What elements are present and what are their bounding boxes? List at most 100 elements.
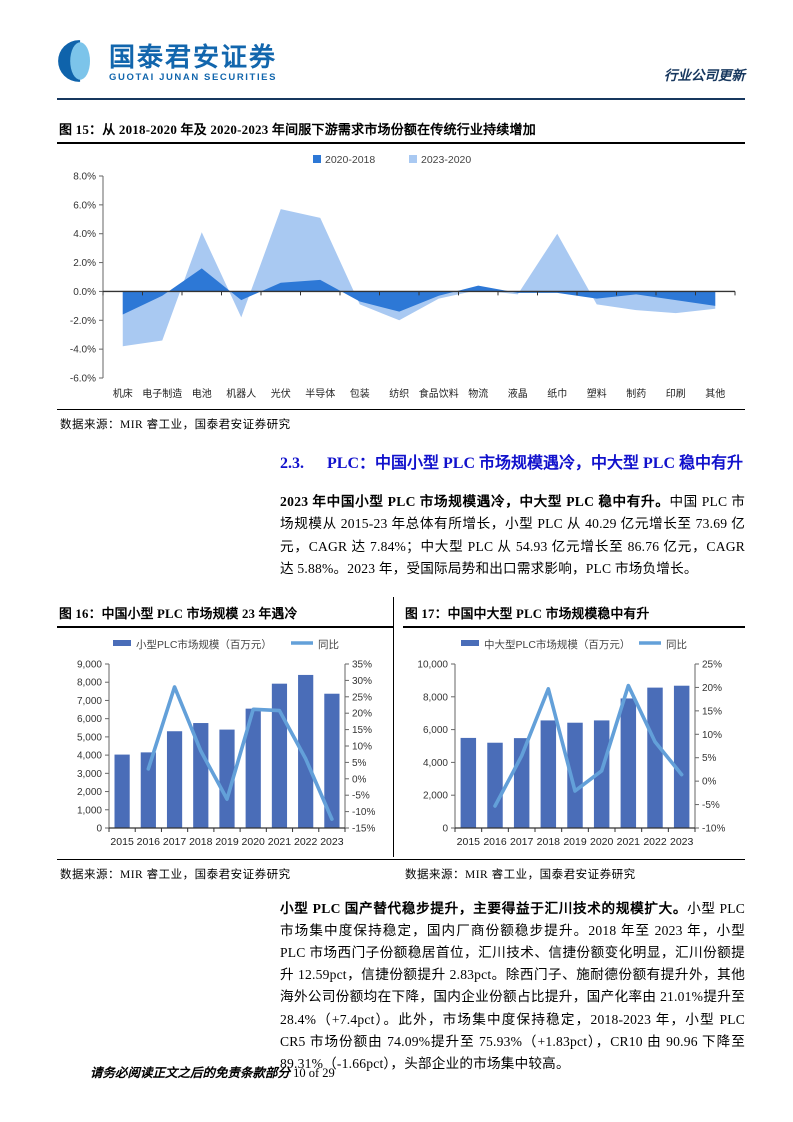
svg-text:30%: 30% bbox=[352, 676, 372, 687]
svg-text:2016: 2016 bbox=[483, 836, 507, 848]
svg-text:20%: 20% bbox=[702, 683, 722, 694]
svg-text:15%: 15% bbox=[702, 706, 722, 717]
figure-16-17-sources: 数据来源：MIR 睿工业，国泰君安证券研究 数据来源：MIR 睿工业，国泰君安证… bbox=[57, 858, 745, 882]
figure-17-combo-chart: 0 2,000 4,000 6,000 8,000 10,000 -10% -5% 0% 5% 10… bbox=[403, 628, 745, 857]
svg-text:2020: 2020 bbox=[590, 836, 614, 848]
figure-16-source: 数据来源：MIR 睿工业，国泰君安证券研究 bbox=[60, 868, 291, 881]
figure-15-source: 数据来源：MIR 睿工业，国泰君安证券研究 bbox=[57, 409, 745, 432]
footer-page-number: 10 of 29 bbox=[293, 1066, 335, 1080]
svg-text:5%: 5% bbox=[702, 753, 717, 764]
figure-17-source: 数据来源：MIR 睿工业，国泰君安证券研究 bbox=[405, 868, 636, 881]
svg-text:-4.0%: -4.0% bbox=[70, 345, 96, 356]
svg-text:25%: 25% bbox=[352, 692, 372, 703]
svg-text:2016: 2016 bbox=[137, 836, 161, 848]
svg-text:0: 0 bbox=[96, 823, 102, 834]
paragraph-2-lead: 小型 PLC 国产替代稳步提升，主要得益于汇川技术的规模扩大。 bbox=[280, 900, 688, 916]
svg-text:同比: 同比 bbox=[318, 638, 339, 651]
svg-text:2.0%: 2.0% bbox=[73, 258, 96, 269]
svg-text:2015: 2015 bbox=[110, 836, 134, 848]
svg-text:0: 0 bbox=[442, 823, 448, 834]
svg-text:机床: 机床 bbox=[113, 387, 133, 400]
paragraph-1: 2023 年中国小型 PLC 市场规模遇冷，中大型 PLC 稳中有升。中国 PL… bbox=[280, 491, 745, 580]
svg-text:2021: 2021 bbox=[617, 836, 641, 848]
paragraph-2-body: 小型 PLC 市场集中度保持稳定，国内厂商份额稳步提升。2018 年至 2023… bbox=[280, 900, 745, 1071]
footer-page-value: 10 of 29 bbox=[293, 1066, 335, 1080]
svg-text:电子制造: 电子制造 bbox=[142, 387, 182, 400]
svg-text:2,000: 2,000 bbox=[423, 791, 448, 802]
svg-text:2015: 2015 bbox=[457, 836, 481, 848]
area-chart-svg: 8.0% 6.0% 4.0% 2.0% 0.0% -2.0% -4.0% -6.0% 机床 电子制… bbox=[70, 154, 736, 400]
svg-text:液晶: 液晶 bbox=[508, 387, 528, 400]
svg-text:2023: 2023 bbox=[320, 836, 344, 848]
svg-text:-10%: -10% bbox=[352, 807, 375, 818]
svg-text:印刷: 印刷 bbox=[666, 388, 686, 400]
svg-text:-5%: -5% bbox=[702, 800, 720, 811]
svg-text:7,000: 7,000 bbox=[77, 696, 102, 707]
figure-16-title: 图 16：中国小型 PLC 市场规模 23 年遇冷 bbox=[57, 597, 393, 628]
svg-text:10%: 10% bbox=[352, 741, 372, 752]
fig16-combo-chart-svg: 0 1,000 2,000 3,000 4,000 5,000 6,000 7,000 8,00… bbox=[77, 638, 375, 848]
svg-text:2021: 2021 bbox=[268, 836, 292, 848]
svg-text:2022: 2022 bbox=[643, 836, 667, 848]
svg-text:2023-2020: 2023-2020 bbox=[421, 154, 471, 166]
section-title: PLC：中国小型 PLC 市场规模遇冷，中大型 PLC 稳中有升 bbox=[327, 455, 744, 472]
figure-16-block: 图 16：中国小型 PLC 市场规模 23 年遇冷 0 1,000 2,000 3,0… bbox=[57, 597, 393, 857]
section-heading: 2.3. PLC：中国小型 PLC 市场规模遇冷，中大型 PLC 稳中有升 bbox=[280, 452, 745, 475]
brand: 国泰君安证券 GUOTAI JUNAN SECURITIES bbox=[57, 39, 277, 88]
doc-type-label: 行业公司更新 bbox=[664, 68, 745, 83]
svg-text:2020: 2020 bbox=[242, 836, 266, 848]
svg-text:机器人: 机器人 bbox=[226, 387, 256, 400]
svg-text:4,000: 4,000 bbox=[423, 758, 448, 769]
svg-text:3,000: 3,000 bbox=[77, 769, 102, 780]
svg-text:0%: 0% bbox=[352, 774, 367, 785]
svg-text:中大型PLC市场规模（百万元）: 中大型PLC市场规模（百万元） bbox=[484, 638, 630, 651]
svg-text:制药: 制药 bbox=[626, 387, 646, 400]
brand-name-cn: 国泰君安证券 bbox=[109, 42, 278, 73]
figure-16-17-row: 图 16：中国小型 PLC 市场规模 23 年遇冷 0 1,000 2,000 3,0… bbox=[57, 596, 745, 857]
svg-text:2022: 2022 bbox=[294, 836, 318, 848]
page-footer: 请务必阅读正文之后的免责条款部分 10 of 29 bbox=[90, 1062, 335, 1081]
svg-text:5,000: 5,000 bbox=[77, 732, 102, 743]
brand-text: 国泰君安证券 GUOTAI JUNAN SECURITIES bbox=[109, 44, 277, 83]
svg-text:纺织: 纺织 bbox=[389, 387, 409, 400]
svg-text:9,000: 9,000 bbox=[77, 659, 102, 670]
paragraph-2: 小型 PLC 国产替代稳步提升，主要得益于汇川技术的规模扩大。小型 PLC 市场… bbox=[280, 898, 745, 1075]
figure-15-block: 图 15：从 2018-2020 年及 2020-2023 年间服下游需求市场份… bbox=[57, 113, 745, 432]
svg-text:0.0%: 0.0% bbox=[73, 287, 96, 298]
svg-text:1,000: 1,000 bbox=[77, 805, 102, 816]
svg-text:0%: 0% bbox=[702, 776, 717, 787]
guotai-junan-logo-icon bbox=[57, 39, 101, 88]
svg-text:纸巾: 纸巾 bbox=[547, 387, 567, 400]
brand-name-en: GUOTAI JUNAN SECURITIES bbox=[109, 72, 278, 84]
svg-text:其他: 其他 bbox=[705, 387, 725, 400]
svg-text:-6.0%: -6.0% bbox=[70, 374, 96, 385]
figure-17-title: 图 17：中国中大型 PLC 市场规模稳中有升 bbox=[403, 597, 745, 628]
svg-text:20%: 20% bbox=[352, 709, 372, 720]
svg-text:8.0%: 8.0% bbox=[73, 172, 96, 183]
svg-text:塑料: 塑料 bbox=[587, 387, 607, 400]
svg-text:15%: 15% bbox=[352, 725, 372, 736]
fig17-combo-chart-svg: 0 2,000 4,000 6,000 8,000 10,000 -10% -5% 0% 5% 10… bbox=[417, 638, 725, 848]
svg-text:2018: 2018 bbox=[537, 836, 561, 848]
footer-disclaimer: 请务必阅读正文之后的免责条款部分 bbox=[90, 1066, 291, 1080]
svg-text:8,000: 8,000 bbox=[77, 678, 102, 689]
svg-text:2018: 2018 bbox=[189, 836, 213, 848]
paragraph-1-body: 中国 PLC 市场规模从 2015-23 年总体有所增长，小型 PLC 从 40… bbox=[280, 494, 745, 576]
svg-text:物流: 物流 bbox=[468, 387, 488, 400]
svg-text:2017: 2017 bbox=[510, 836, 534, 848]
figure-16-combo-chart: 0 1,000 2,000 3,000 4,000 5,000 6,000 7,000 8,00… bbox=[57, 628, 393, 857]
svg-text:35%: 35% bbox=[352, 659, 372, 670]
svg-text:2019: 2019 bbox=[563, 836, 587, 848]
svg-text:小型PLC市场规模（百万元）: 小型PLC市场规模（百万元） bbox=[136, 638, 272, 651]
paragraph-1-lead: 2023 年中国小型 PLC 市场规模遇冷，中大型 PLC 稳中有升。 bbox=[280, 494, 670, 510]
svg-text:5%: 5% bbox=[352, 758, 367, 769]
svg-text:2020-2018: 2020-2018 bbox=[325, 154, 375, 166]
svg-text:光伏: 光伏 bbox=[271, 387, 291, 400]
svg-text:8,000: 8,000 bbox=[423, 692, 448, 703]
svg-text:6,000: 6,000 bbox=[77, 714, 102, 725]
svg-text:2023: 2023 bbox=[670, 836, 694, 848]
page-header: 国泰君安证券 GUOTAI JUNAN SECURITIES 行业公司更新 bbox=[57, 26, 745, 100]
svg-text:6,000: 6,000 bbox=[423, 725, 448, 736]
section-number: 2.3. bbox=[280, 455, 304, 472]
